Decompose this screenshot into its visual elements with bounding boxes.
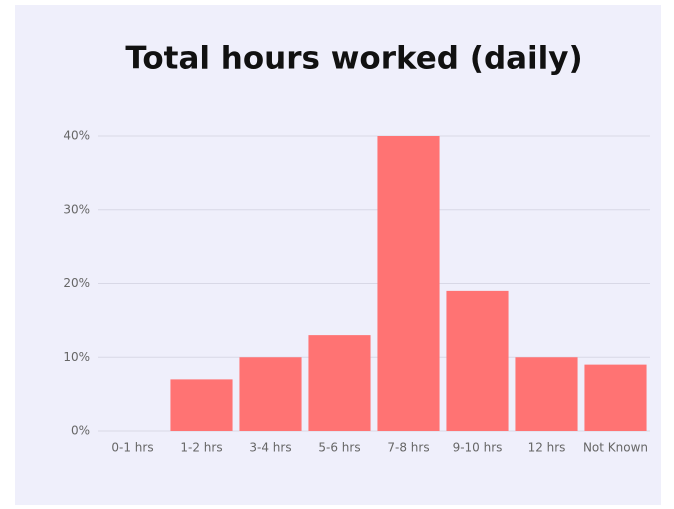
- x-tick-label: 5-6 hrs: [318, 441, 360, 455]
- x-tick-label: 1-2 hrs: [180, 441, 222, 455]
- x-tick-label: 0-1 hrs: [111, 441, 153, 455]
- x-tick-label: 9-10 hrs: [453, 441, 503, 455]
- bar: [515, 357, 578, 431]
- bar: [170, 379, 233, 431]
- bar: [239, 357, 302, 431]
- bar: [584, 364, 647, 431]
- y-tick-label: 40%: [63, 129, 90, 143]
- y-tick-label: 30%: [63, 202, 90, 216]
- x-tick-label: 7-8 hrs: [387, 441, 429, 455]
- bar: [446, 290, 509, 431]
- bar: [377, 136, 440, 431]
- x-tick-label: 3-4 hrs: [249, 441, 291, 455]
- y-tick-label: 0%: [71, 424, 90, 438]
- x-tick-label: 12 hrs: [528, 441, 566, 455]
- y-tick-label: 20%: [63, 276, 90, 290]
- x-tick-label: Not Known: [583, 441, 648, 455]
- y-tick-label: 10%: [63, 350, 90, 364]
- bar: [308, 335, 371, 431]
- chart-title: Total hours worked (daily): [125, 41, 582, 77]
